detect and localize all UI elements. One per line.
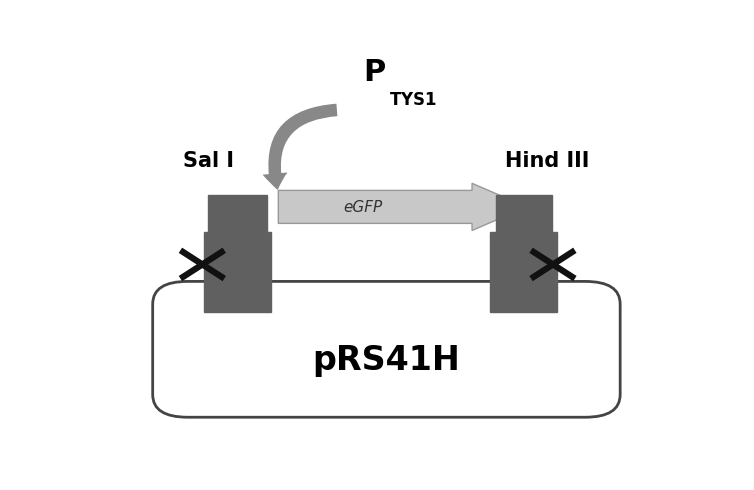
Text: Hind III: Hind III <box>505 150 590 171</box>
Bar <box>490 232 557 312</box>
FancyArrowPatch shape <box>262 104 337 190</box>
Polygon shape <box>278 183 527 230</box>
Bar <box>208 195 267 240</box>
Text: Sal I: Sal I <box>182 150 234 171</box>
Bar <box>204 232 271 312</box>
Text: eGFP: eGFP <box>343 199 383 215</box>
Text: $\mathbf{P}$: $\mathbf{P}$ <box>363 58 386 87</box>
Text: $\mathbf{TYS1}$: $\mathbf{TYS1}$ <box>389 91 437 109</box>
Bar <box>496 195 551 240</box>
Text: pRS41H: pRS41H <box>312 344 461 377</box>
FancyBboxPatch shape <box>152 281 620 417</box>
